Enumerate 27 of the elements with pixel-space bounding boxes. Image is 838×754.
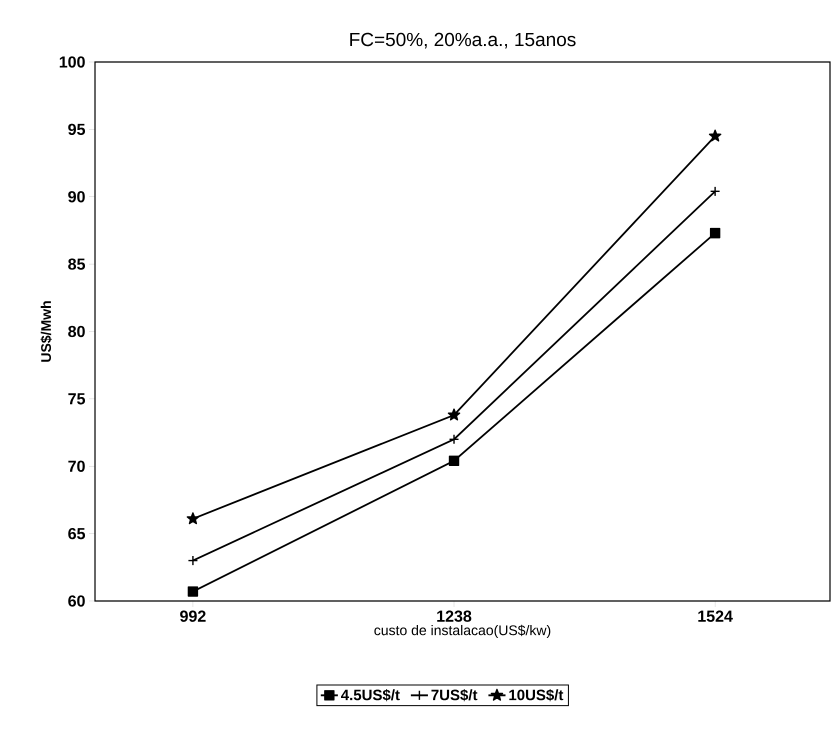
y-tick-label: 60 [68, 595, 85, 607]
x-tick-label: 992 [180, 610, 206, 622]
legend-label: 4.5US$/t [340, 688, 400, 702]
point [710, 186, 720, 197]
x-tick-label: 1524 [698, 610, 733, 622]
point [448, 408, 460, 420]
y-tick-label: 80 [68, 326, 85, 338]
y-tick-label: 90 [68, 191, 85, 202]
y-tick-label: 75 [68, 393, 86, 404]
y-axis-title: US$/Mwh [40, 301, 52, 362]
point [710, 228, 720, 238]
point [708, 130, 722, 142]
x-axis-title: custo de instalacao(US$/kw) [374, 624, 550, 638]
point [188, 555, 198, 566]
point [448, 434, 460, 444]
point [186, 512, 200, 524]
chart-title: FC=50%, 20%a.a., 15anos [350, 32, 576, 48]
point [188, 586, 198, 597]
legend-label: 10US$/t [509, 688, 564, 702]
legend-label: 7US$/t [431, 688, 478, 702]
y-tick-label: 70 [68, 460, 85, 472]
y-tick-label: 95 [68, 124, 86, 136]
point [448, 456, 460, 466]
y-tick-label: 85 [68, 258, 86, 270]
y-tick-label: 65 [68, 528, 86, 540]
x-tick-label: 1238 [437, 610, 472, 622]
y-tick-label: 100 [60, 56, 85, 68]
